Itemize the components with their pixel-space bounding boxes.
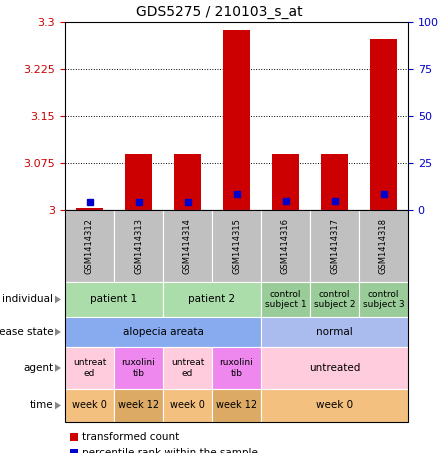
Text: transformed count: transformed count xyxy=(82,432,179,442)
Text: control
subject 1: control subject 1 xyxy=(265,290,306,309)
Bar xyxy=(174,154,201,210)
Bar xyxy=(65,210,408,422)
Bar xyxy=(272,154,299,210)
Bar xyxy=(212,347,261,389)
Bar xyxy=(261,317,408,347)
Bar xyxy=(359,210,408,282)
Text: GSM1414316: GSM1414316 xyxy=(281,218,290,274)
Text: disease state: disease state xyxy=(0,327,53,337)
Bar xyxy=(212,210,261,282)
Polygon shape xyxy=(55,296,61,304)
Bar xyxy=(261,389,408,422)
Text: GSM1414313: GSM1414313 xyxy=(134,218,143,274)
Text: ruxolini
tib: ruxolini tib xyxy=(219,358,253,378)
Text: control
subject 3: control subject 3 xyxy=(363,290,404,309)
Text: week 12: week 12 xyxy=(216,400,257,410)
Text: alopecia areata: alopecia areata xyxy=(123,327,203,337)
Bar xyxy=(212,389,261,422)
Bar xyxy=(114,389,163,422)
Text: patient 2: patient 2 xyxy=(188,294,236,304)
Bar xyxy=(261,210,310,282)
Bar xyxy=(359,282,408,317)
Bar xyxy=(163,389,212,422)
Text: week 0: week 0 xyxy=(316,400,353,410)
Bar xyxy=(321,154,348,210)
Bar xyxy=(65,317,261,347)
Polygon shape xyxy=(55,364,61,372)
Text: individual: individual xyxy=(2,294,53,304)
Polygon shape xyxy=(55,328,61,336)
Bar xyxy=(163,282,261,317)
Bar xyxy=(261,347,408,389)
Text: week 0: week 0 xyxy=(72,400,107,410)
Text: untreat
ed: untreat ed xyxy=(73,358,106,378)
Text: GSM1414318: GSM1414318 xyxy=(379,218,388,274)
Text: percentile rank within the sample: percentile rank within the sample xyxy=(82,448,258,453)
Text: control
subject 2: control subject 2 xyxy=(314,290,355,309)
Text: untreated: untreated xyxy=(309,363,360,373)
Bar xyxy=(70,433,78,441)
Text: GDS5275 / 210103_s_at: GDS5275 / 210103_s_at xyxy=(136,5,302,19)
Bar xyxy=(114,347,163,389)
Text: GSM1414312: GSM1414312 xyxy=(85,218,94,274)
Bar xyxy=(163,347,212,389)
Bar xyxy=(65,210,114,282)
Text: untreat
ed: untreat ed xyxy=(171,358,204,378)
Bar xyxy=(370,39,397,210)
Bar xyxy=(65,389,114,422)
Text: patient 1: patient 1 xyxy=(90,294,138,304)
Bar xyxy=(223,30,250,210)
Text: week 12: week 12 xyxy=(118,400,159,410)
Bar xyxy=(310,282,359,317)
Text: time: time xyxy=(29,400,53,410)
Text: week 0: week 0 xyxy=(170,400,205,410)
Bar xyxy=(125,154,152,210)
Bar xyxy=(163,210,212,282)
Bar xyxy=(65,282,163,317)
Bar xyxy=(70,449,78,453)
Text: GSM1414314: GSM1414314 xyxy=(183,218,192,274)
Text: normal: normal xyxy=(316,327,353,337)
Text: GSM1414315: GSM1414315 xyxy=(232,218,241,274)
Polygon shape xyxy=(55,402,61,410)
Bar xyxy=(261,282,310,317)
Text: agent: agent xyxy=(23,363,53,373)
Text: GSM1414317: GSM1414317 xyxy=(330,218,339,274)
Bar xyxy=(65,347,114,389)
Bar xyxy=(76,208,103,210)
Text: ruxolini
tib: ruxolini tib xyxy=(122,358,155,378)
Bar xyxy=(310,210,359,282)
Bar xyxy=(114,210,163,282)
